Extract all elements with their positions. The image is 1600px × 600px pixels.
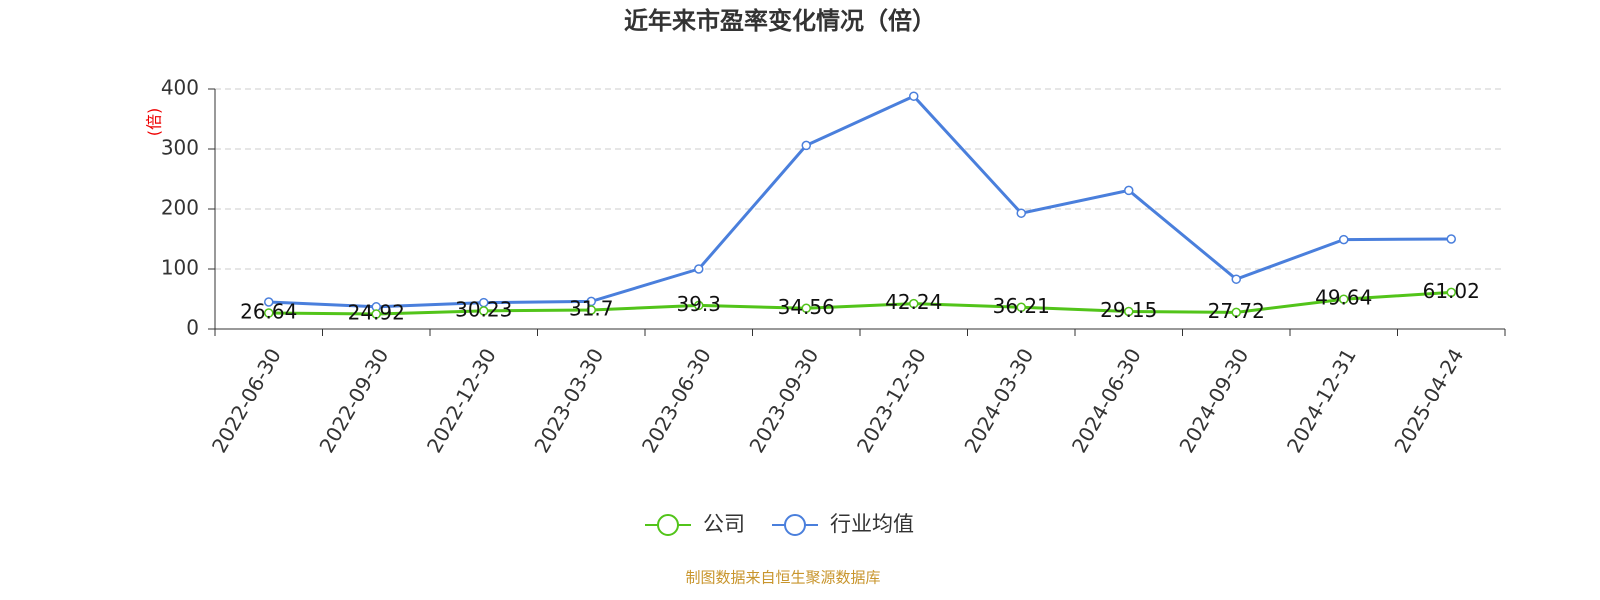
point-marker [264, 308, 274, 318]
point-marker [909, 298, 919, 309]
y-axis-label: (倍) [145, 108, 164, 137]
data-label: 42.24 [885, 290, 942, 314]
series-line [268, 94, 1452, 309]
x-tick-label: 2022-12-30 [422, 344, 501, 457]
point-marker [694, 300, 704, 311]
x-tick-label: 2023-12-30 [852, 344, 931, 457]
x-tick-label: 2024-06-30 [1067, 344, 1146, 457]
point-marker [1124, 306, 1134, 317]
y-tick-label: 200 [161, 196, 199, 220]
point-marker [801, 140, 811, 151]
legend-label: 公司 [703, 512, 745, 536]
y-tick-label: 300 [161, 136, 199, 160]
x-tick-label: 2022-09-30 [314, 344, 393, 457]
chart-title: 近年来市盈率变化情况（倍） [624, 7, 936, 35]
point-marker [264, 297, 274, 307]
y-tick-label: 100 [161, 256, 199, 280]
point-marker [479, 306, 489, 316]
x-tick-label: 2024-09-30 [1174, 344, 1253, 457]
legend-label: 行业均值 [830, 512, 914, 536]
y-tick-label: 0 [186, 316, 199, 340]
point-marker [1231, 274, 1241, 284]
data-label: 34.56 [778, 295, 835, 319]
data-label: 36.21 [993, 294, 1050, 318]
data-label: 27.72 [1208, 299, 1265, 323]
data-label: 29.15 [1100, 298, 1157, 322]
x-tick-label: 2025-04-24 [1389, 344, 1468, 457]
x-tick-label: 2023-09-30 [744, 344, 823, 457]
data-label: 49.64 [1315, 286, 1372, 310]
point-marker [1446, 234, 1456, 244]
point-marker [1339, 294, 1349, 304]
data-label: 39.3 [676, 292, 721, 316]
source-note: 制图数据来自恒生聚源数据库 [685, 569, 880, 587]
point-marker [1231, 307, 1241, 318]
data-label: 26.64 [240, 300, 297, 324]
point-marker [1016, 208, 1026, 218]
point-marker [694, 264, 704, 274]
data-label: 31.7 [569, 296, 614, 320]
data-label: 24.92 [348, 301, 405, 325]
point-marker [1339, 234, 1349, 245]
x-tick-label: 2024-03-30 [959, 344, 1038, 457]
point-marker [586, 305, 596, 315]
x-tick-label: 2022-06-30 [207, 344, 286, 457]
x-tick-label: 2024-12-31 [1282, 344, 1361, 457]
point-marker [909, 91, 919, 101]
y-tick-label: 400 [161, 76, 199, 100]
legend-marker [784, 514, 806, 536]
legend-marker [657, 514, 679, 536]
series-line [268, 290, 1452, 316]
point-marker [801, 303, 811, 314]
point-marker [1446, 287, 1456, 298]
x-tick-label: 2023-06-30 [637, 344, 716, 457]
point-marker [371, 309, 381, 319]
data-label: 61.02 [1423, 279, 1480, 303]
point-marker [1016, 302, 1026, 313]
x-tick-label: 2023-03-30 [529, 344, 608, 457]
data-label: 30.23 [455, 297, 512, 321]
point-marker [1124, 185, 1134, 196]
